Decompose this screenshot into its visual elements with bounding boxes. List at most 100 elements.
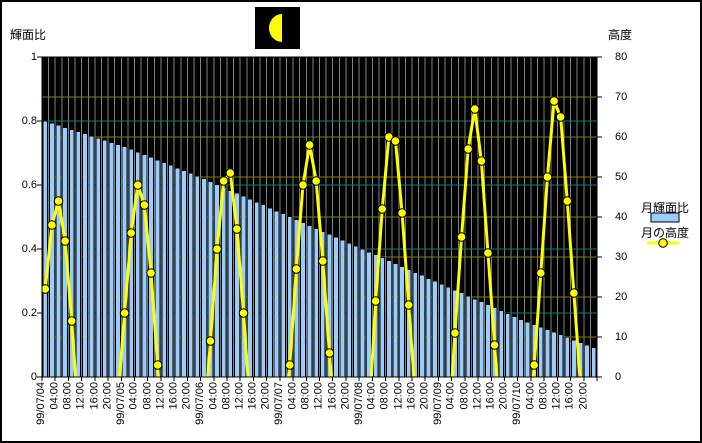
x-axis-label: 08:00 — [458, 382, 471, 410]
bar — [498, 310, 504, 377]
left-axis-tick-label: 0 — [30, 371, 37, 383]
bar — [154, 159, 161, 377]
x-axis-label: 04:00 — [207, 382, 220, 410]
altitude-line — [118, 183, 160, 377]
altitude-marker — [139, 200, 150, 210]
x-axis-label: 20:00 — [180, 382, 193, 410]
x-axis-label: 16:00 — [167, 382, 180, 410]
bar — [115, 143, 121, 377]
bar — [181, 170, 187, 377]
altitude-marker — [232, 224, 242, 234]
altitude-marker — [332, 433, 341, 442]
moon-phase-shape — [269, 14, 282, 42]
x-axis-label: 08:00 — [537, 382, 550, 410]
altitude-marker — [370, 296, 381, 306]
altitude-marker — [569, 288, 579, 298]
bar — [247, 198, 253, 377]
bar — [524, 321, 531, 377]
altitude-marker — [536, 268, 546, 278]
x-axis-label: 20:00 — [418, 382, 431, 410]
bar — [201, 178, 207, 377]
x-axis-label: 16:00 — [88, 382, 101, 410]
bar — [339, 239, 346, 377]
right-axis-tick-label: 0 — [615, 371, 622, 383]
altitude-marker — [291, 264, 302, 274]
altitude-marker — [476, 156, 487, 166]
altitude-marker — [397, 208, 407, 218]
altitude-marker — [53, 196, 64, 206]
bar — [392, 263, 399, 377]
bar — [472, 298, 478, 377]
bar — [353, 245, 359, 377]
altitude-marker — [126, 228, 136, 238]
bar — [412, 271, 418, 377]
bar — [557, 334, 564, 377]
bar — [399, 266, 405, 377]
x-axis-label: 16:00 — [484, 382, 497, 410]
bar — [313, 228, 319, 377]
altitude-marker — [119, 308, 130, 318]
altitude-marker — [311, 176, 322, 186]
bar — [366, 251, 372, 377]
bar — [280, 213, 286, 377]
left-axis-tick-label: 0.2 — [21, 307, 37, 319]
altitude-marker — [212, 244, 222, 254]
x-axis-label: 08:00 — [378, 382, 391, 410]
x-axis-label: 12:00 — [233, 382, 246, 410]
altitude-marker — [284, 360, 295, 370]
altitude-marker — [463, 144, 473, 154]
right-axis-tick-label: 70 — [615, 91, 628, 103]
x-axis-label: 04:00 — [365, 382, 378, 410]
right-axis-tick-label: 10 — [615, 331, 628, 343]
x-axis-label: 99/07/10 — [511, 382, 524, 425]
altitude-marker — [225, 168, 236, 178]
bar — [591, 347, 597, 377]
x-axis-label: 04:00 — [127, 382, 140, 410]
bar — [458, 292, 465, 377]
bar — [207, 181, 214, 377]
altitude-marker — [489, 340, 500, 350]
altitude-marker — [133, 180, 143, 190]
x-axis-label: 99/07/05 — [114, 382, 127, 425]
altitude-marker — [60, 236, 70, 246]
bar — [42, 120, 48, 377]
x-axis-label: 99/07/04 — [35, 382, 48, 425]
bar — [220, 186, 227, 377]
legend-line-marker — [658, 238, 668, 248]
legend-line-label: 月の高度 — [640, 226, 689, 240]
altitude-marker — [304, 140, 315, 150]
bar — [227, 190, 233, 377]
right-axis-title: 高度 — [608, 28, 633, 42]
bar — [505, 313, 511, 377]
altitude-marker — [483, 248, 493, 258]
bar — [485, 304, 491, 377]
x-axis-label: 12:00 — [74, 382, 87, 410]
bar — [379, 257, 385, 377]
left-axis-tick-label: 1 — [30, 51, 37, 63]
bar — [571, 339, 577, 377]
bar — [55, 124, 62, 377]
altitude-marker — [456, 232, 467, 242]
left-axis-title: 輝面比 — [10, 28, 47, 42]
altitude-marker — [529, 360, 540, 370]
bar — [254, 201, 260, 377]
bar — [135, 151, 141, 377]
x-axis-label: 99/07/09 — [431, 382, 444, 425]
x-axis-label: 16:00 — [326, 382, 339, 410]
x-axis-label: 08:00 — [299, 382, 312, 410]
altitude-marker — [444, 433, 453, 442]
altitude-marker — [146, 268, 156, 278]
right-axis-tick-label: 30 — [615, 251, 628, 263]
x-axis-label: 16:00 — [405, 382, 418, 410]
x-axis-label: 99/07/07 — [273, 382, 286, 425]
altitude-marker — [469, 104, 480, 114]
right-axis-tick-label: 40 — [615, 211, 628, 223]
bar — [161, 162, 167, 377]
bar — [346, 242, 352, 377]
altitude-marker — [47, 220, 57, 230]
bar — [445, 286, 452, 377]
altitude-marker — [555, 112, 566, 122]
bar — [141, 154, 148, 377]
x-axis-label: 12:00 — [154, 382, 167, 410]
